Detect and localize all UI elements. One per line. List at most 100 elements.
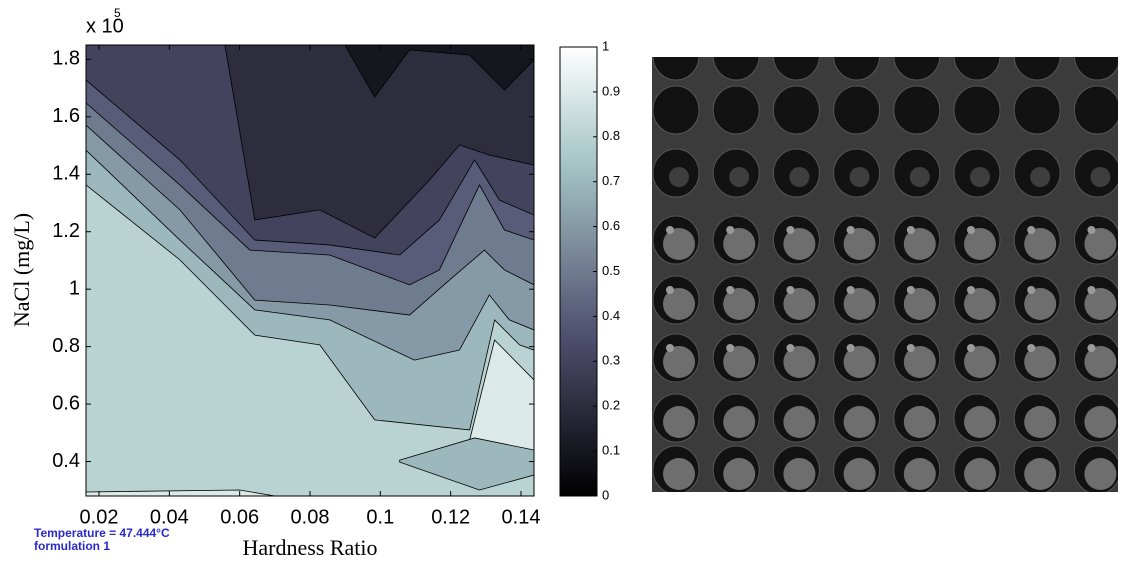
bubble xyxy=(1087,286,1096,294)
droplet xyxy=(903,458,936,490)
x-tick-label: 0.06 xyxy=(220,506,259,528)
bubble xyxy=(906,344,915,352)
droplet xyxy=(903,406,936,438)
bubble xyxy=(906,226,915,234)
well xyxy=(712,57,760,81)
annotation: formulation 1 xyxy=(34,539,110,553)
bubble xyxy=(846,286,855,294)
bubble xyxy=(1027,226,1036,234)
droplet xyxy=(964,458,996,490)
droplet xyxy=(723,458,756,490)
contour-region xyxy=(344,45,534,98)
droplet xyxy=(903,346,936,378)
droplet xyxy=(964,288,996,320)
x-axis-label: Hardness Ratio xyxy=(242,535,377,560)
colorbar-tick-label: 0.2 xyxy=(602,398,620,413)
colorbar xyxy=(559,46,598,497)
bubble xyxy=(786,286,795,294)
well xyxy=(833,85,881,135)
y-tick-label: 1.2 xyxy=(52,220,80,242)
droplet xyxy=(723,288,756,320)
y-tick-label: 0.8 xyxy=(52,335,80,357)
well xyxy=(772,85,820,135)
bubble xyxy=(666,286,674,294)
droplet xyxy=(909,167,930,187)
colorbar-tick-label: 0.3 xyxy=(602,353,620,368)
bubble xyxy=(1087,226,1096,234)
well xyxy=(712,85,760,135)
x-tick-label: 0.14 xyxy=(502,506,541,528)
y-multiplier: x 10 xyxy=(86,15,124,37)
contour-area xyxy=(86,45,534,496)
droplet xyxy=(964,346,996,378)
droplet xyxy=(723,228,756,260)
well xyxy=(893,85,941,135)
colorbar-tick-label: 0.5 xyxy=(602,263,620,278)
x-tick-label: 0.08 xyxy=(291,506,330,528)
droplet xyxy=(970,167,990,187)
colorbar-tick-label: 1 xyxy=(602,38,609,53)
bubble xyxy=(726,344,735,352)
droplet xyxy=(843,288,876,320)
colorbar-tick-label: 0.1 xyxy=(602,443,620,458)
droplet xyxy=(729,167,750,187)
droplet xyxy=(669,167,689,187)
droplet xyxy=(783,228,816,260)
droplet xyxy=(723,406,756,438)
bubble xyxy=(906,286,915,294)
colorbar-tick-label: 0.8 xyxy=(602,128,620,143)
droplet xyxy=(843,346,876,378)
droplet xyxy=(1084,288,1117,320)
droplet xyxy=(1084,458,1117,490)
droplet xyxy=(1084,228,1117,260)
well xyxy=(1073,85,1118,135)
bubble xyxy=(666,344,674,352)
well xyxy=(1073,57,1118,81)
bubble xyxy=(967,226,975,234)
x-tick-label: 0.12 xyxy=(431,506,470,528)
well xyxy=(652,85,700,135)
colorbar-tick-label: 0.9 xyxy=(602,83,620,98)
droplet xyxy=(789,167,810,187)
droplet xyxy=(1024,406,1057,438)
x-tick-label: 0.02 xyxy=(80,506,119,528)
well xyxy=(1013,57,1061,81)
y-tick-label: 0.4 xyxy=(52,450,80,472)
well xyxy=(1013,85,1061,135)
droplet xyxy=(1084,406,1117,438)
bubble xyxy=(846,344,855,352)
droplet xyxy=(663,346,695,378)
droplet xyxy=(783,346,816,378)
bubble xyxy=(1087,344,1096,352)
droplet xyxy=(783,458,816,490)
droplet xyxy=(1024,346,1057,378)
droplet xyxy=(663,288,695,320)
droplet xyxy=(1030,167,1051,187)
droplet xyxy=(964,406,996,438)
bubble xyxy=(846,226,855,234)
y-tick-label: 0.6 xyxy=(52,392,80,414)
well xyxy=(833,57,881,81)
bubble xyxy=(786,226,795,234)
bubble xyxy=(726,286,735,294)
droplet xyxy=(783,406,816,438)
y-exponent: 5 xyxy=(114,6,121,20)
droplet xyxy=(843,458,876,490)
droplet xyxy=(783,288,816,320)
colorbar-tick-label: 0.6 xyxy=(602,218,620,233)
droplet xyxy=(843,228,876,260)
droplet xyxy=(843,406,876,438)
y-axis-label: NaCl (mg/L) xyxy=(9,213,34,327)
colorbar-tick-label: 0.4 xyxy=(602,308,620,323)
x-tick-label: 0.04 xyxy=(150,506,189,528)
droplet xyxy=(903,228,936,260)
bubble xyxy=(666,226,674,234)
bubble xyxy=(726,226,735,234)
plate-photo xyxy=(652,57,1118,492)
y-tick-label: 1.6 xyxy=(52,105,80,127)
droplet xyxy=(1024,288,1057,320)
droplet xyxy=(663,406,695,438)
well xyxy=(893,57,941,81)
annotation: Temperature = 47.444°C xyxy=(34,526,170,540)
